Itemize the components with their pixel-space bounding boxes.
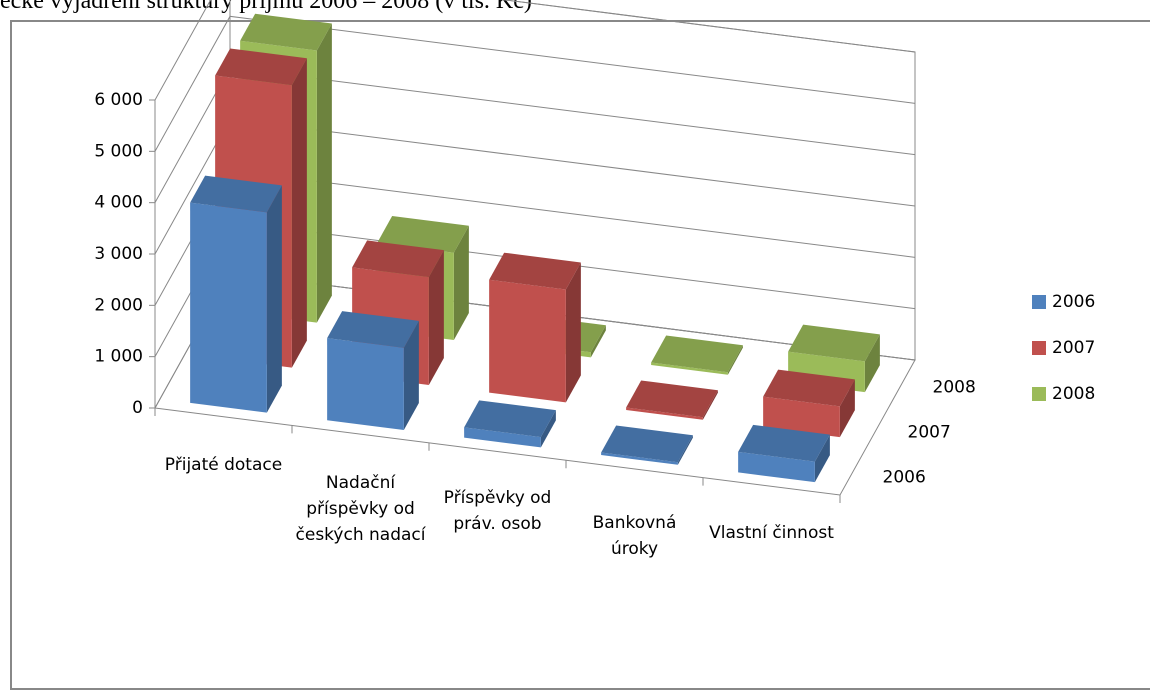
legend-label: 2007 <box>1052 338 1095 358</box>
bar-side <box>266 185 282 413</box>
bar-top <box>464 400 556 438</box>
y-tick-label: 5 000 <box>94 141 143 161</box>
bar-front <box>489 279 566 403</box>
bar-top <box>240 13 332 51</box>
bar-top <box>738 424 830 462</box>
bar-side <box>727 345 743 375</box>
chart-title: ecké vyjádření struktury příjmů 2006 – 2… <box>0 0 532 14</box>
legend-label: 2008 <box>1052 384 1095 404</box>
bar-side <box>590 325 606 358</box>
bar-front <box>464 427 541 448</box>
bar-side <box>565 262 581 403</box>
bar <box>464 400 556 448</box>
bar-side <box>428 250 444 385</box>
y-tick-label: 2 000 <box>94 295 143 315</box>
bar-side <box>540 410 556 448</box>
y-tick-label: 0 <box>132 398 143 418</box>
legend-swatch <box>1032 387 1046 401</box>
bar-side <box>453 225 469 340</box>
x-tick-label: Bankovná úroky <box>592 513 677 559</box>
grid-line <box>154 15 916 152</box>
bar <box>626 380 718 420</box>
bar-top <box>352 240 444 278</box>
bar-side <box>403 320 419 430</box>
bar-front <box>763 396 840 438</box>
legend-swatch <box>1032 341 1046 355</box>
bar-top <box>651 335 743 373</box>
legend-swatch <box>1032 295 1046 309</box>
x-tick-label: Nadační příspěvky od českých nadací <box>295 473 426 545</box>
y-tick-label: 6 000 <box>94 90 143 110</box>
y-tick-label: 3 000 <box>94 244 143 264</box>
bar-side <box>677 435 693 465</box>
depth-label: 2006 <box>883 468 926 488</box>
bar <box>190 175 282 413</box>
bar-front <box>327 338 404 430</box>
bar-front <box>601 452 678 465</box>
bar-top <box>215 48 307 86</box>
x-tick-label: Přijaté dotace <box>164 455 283 475</box>
y-tick-label: 4 000 <box>94 193 143 213</box>
bar <box>738 424 830 483</box>
bar-side <box>814 434 830 483</box>
bar <box>489 252 581 403</box>
bar-top <box>601 425 693 463</box>
x-tick-label: Vlastní činnost <box>709 523 834 543</box>
bar-top <box>190 175 282 213</box>
bar-side <box>702 390 718 420</box>
bar-side <box>316 23 332 323</box>
bar <box>763 369 855 438</box>
grid-line <box>154 0 916 101</box>
depth-label: 2007 <box>908 423 951 443</box>
depth-label: 2008 <box>933 378 976 398</box>
legend-label: 2006 <box>1052 292 1095 312</box>
y-tick-label: 1 000 <box>94 347 143 367</box>
bar-top <box>788 324 880 362</box>
bar-top <box>763 369 855 407</box>
bar-top <box>377 215 469 253</box>
bar-front <box>651 362 728 375</box>
x-tick-label: Příspěvky od práv. osob <box>443 488 552 534</box>
bar <box>601 425 693 465</box>
bar-top <box>626 380 718 418</box>
bar-front <box>190 202 267 413</box>
bar-top <box>327 311 419 348</box>
bar-side <box>839 379 855 438</box>
bar <box>327 311 419 430</box>
bar-front <box>738 451 815 483</box>
bar-side <box>291 58 307 368</box>
bar-top <box>489 252 581 290</box>
bar <box>651 335 743 375</box>
bar-front <box>626 407 703 420</box>
bar-side <box>864 334 880 393</box>
